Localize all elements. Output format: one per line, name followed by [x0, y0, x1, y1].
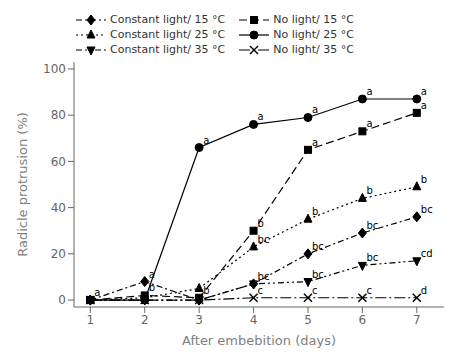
svg-text:cd: cd: [421, 248, 433, 259]
svg-text:bc: bc: [366, 252, 378, 263]
svg-text:b: b: [366, 185, 372, 196]
svg-text:b: b: [149, 282, 155, 293]
html-text:No light/ 25 °C: No light/ 25 °C: [273, 28, 354, 41]
svg-text:b: b: [421, 174, 427, 185]
svg-text:a: a: [366, 86, 372, 97]
svg-text:3: 3: [195, 313, 203, 327]
svg-text:60: 60: [51, 155, 66, 169]
svg-text:a: a: [258, 111, 264, 122]
svg-text:2: 2: [141, 313, 149, 327]
svg-text:a: a: [149, 269, 155, 280]
svg-text:0: 0: [58, 293, 66, 307]
svg-text:a: a: [312, 104, 318, 115]
svg-text:6: 6: [359, 313, 367, 327]
svg-text:d: d: [421, 285, 427, 296]
svg-text:1: 1: [87, 313, 95, 327]
svg-text:bc: bc: [366, 220, 378, 231]
svg-text:bc: bc: [421, 204, 433, 215]
svg-text:bc: bc: [312, 241, 324, 252]
svg-text:7: 7: [413, 313, 421, 327]
svg-text:c: c: [258, 285, 264, 296]
html-text:Constant light/ 15 °C: Constant light/ 15 °C: [110, 13, 226, 26]
html-text:No light/ 35 °C: No light/ 35 °C: [273, 43, 354, 56]
svg-text:c: c: [312, 285, 318, 296]
svg-text:bc: bc: [258, 271, 270, 282]
svg-text:bc: bc: [258, 234, 270, 245]
svg-text:a: a: [421, 100, 427, 111]
svg-text:a: a: [421, 86, 427, 97]
svg-text:a: a: [203, 135, 209, 146]
svg-text:80: 80: [51, 108, 66, 122]
svg-text:40: 40: [51, 201, 66, 215]
svg-text:bc: bc: [312, 269, 324, 280]
svg-text:20: 20: [51, 247, 66, 261]
svg-text:c: c: [366, 285, 372, 296]
html-text:Constant light/ 25 °C: Constant light/ 25 °C: [110, 28, 226, 41]
svg-text:4: 4: [250, 313, 258, 327]
svg-text:Radicle protrusion (%): Radicle protrusion (%): [15, 112, 30, 257]
html-text:No light/ 15 °C: No light/ 15 °C: [273, 13, 354, 26]
svg-text:a: a: [312, 137, 318, 148]
svg-text:100: 100: [43, 62, 66, 76]
svg-text:b: b: [203, 285, 209, 296]
svg-text:After embebition (days): After embebition (days): [182, 333, 336, 348]
svg-text:b: b: [312, 206, 318, 217]
svg-text:a: a: [366, 118, 372, 129]
html-text:Constant light/ 35 °C: Constant light/ 35 °C: [110, 43, 226, 56]
svg-text:b: b: [258, 218, 264, 229]
svg-text:a: a: [94, 287, 100, 298]
svg-text:5: 5: [304, 313, 312, 327]
